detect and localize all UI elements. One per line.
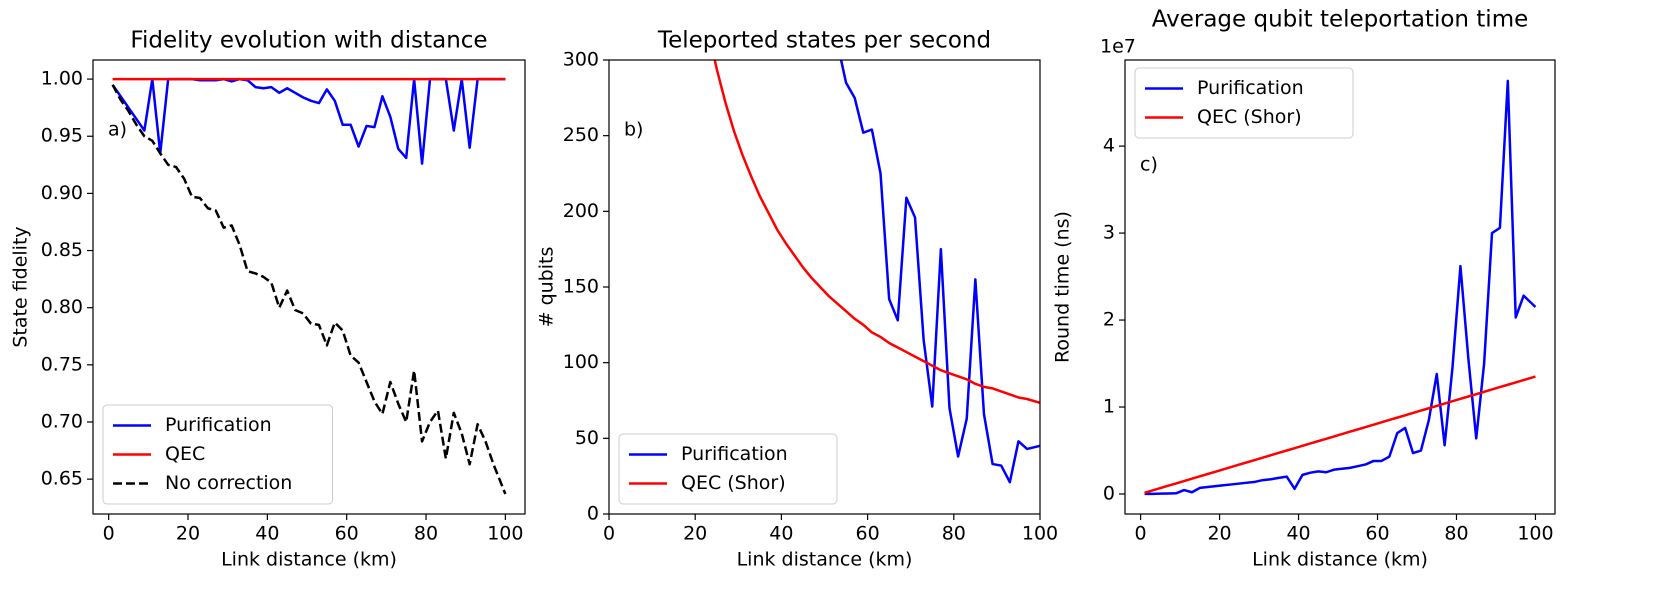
y-tick-label: 0.65: [41, 468, 83, 490]
x-tick-label: 20: [176, 523, 200, 545]
x-axis-label: Link distance (km): [221, 549, 397, 571]
x-tick-label: 100: [1022, 523, 1058, 545]
x-tick-label: 80: [1444, 523, 1468, 545]
series-line: [713, 60, 1040, 404]
x-tick-label: 40: [769, 523, 793, 545]
x-axis-label: Link distance (km): [737, 549, 913, 571]
y-tick-label: 50: [575, 427, 599, 449]
legend-label: No correction: [165, 472, 292, 494]
y-axis-label: Round time (ns): [1052, 211, 1074, 363]
y-tick-label: 150: [563, 276, 599, 298]
x-tick-label: 40: [1286, 523, 1310, 545]
series-line: [111, 77, 506, 165]
legend-box: [1134, 67, 1354, 139]
y-tick-label: 0: [1103, 482, 1115, 504]
y-tick-label: 0.85: [41, 239, 83, 261]
chart-title: Teleported states per second: [657, 28, 991, 54]
x-tick-label: 60: [856, 523, 880, 545]
legend-box: [102, 404, 333, 505]
legend-label: QEC (Shor): [1197, 106, 1302, 128]
plot-area: [713, 60, 1040, 484]
legend-label: Purification: [681, 443, 788, 465]
legend-label: Purification: [1197, 77, 1304, 99]
y-tick-label: 1: [1103, 396, 1115, 418]
y-tick-label: 0: [587, 503, 599, 525]
chart-title: Fidelity evolution with distance: [130, 28, 487, 54]
series-line: [1144, 375, 1536, 494]
x-tick-label: 0: [1135, 523, 1147, 545]
y-tick-label: 300: [563, 49, 599, 71]
x-tick-label: 40: [255, 523, 279, 545]
series-line: [111, 84, 507, 495]
y-tick-label: 2: [1103, 309, 1115, 331]
axes-frame: [92, 59, 526, 515]
plot-area: [1144, 79, 1537, 496]
plot-area: [111, 77, 507, 495]
y-tick-label: 0.70: [41, 410, 83, 432]
x-tick-label: 80: [942, 523, 966, 545]
y-tick-label: 0.75: [41, 353, 83, 375]
y-tick-label: 1.00: [41, 68, 83, 90]
y-axis-label: # qubits: [536, 247, 558, 328]
annotation: a): [108, 119, 127, 141]
x-axis-label: Link distance (km): [1252, 549, 1428, 571]
x-tick-label: 0: [603, 523, 615, 545]
x-tick-label: 60: [335, 523, 359, 545]
x-tick-label: 100: [487, 523, 523, 545]
y-tick-label: 3: [1103, 222, 1115, 244]
legend-label: QEC (Shor): [681, 472, 786, 494]
y-tick-label: 100: [563, 351, 599, 373]
legend-label: Purification: [165, 414, 272, 436]
legend-box: [618, 433, 838, 505]
offset-text: 1e7: [1100, 36, 1136, 58]
x-tick-label: 20: [683, 523, 707, 545]
y-tick-label: 0.95: [41, 125, 83, 147]
y-tick-label: 0.90: [41, 182, 83, 204]
x-tick-label: 20: [1207, 523, 1231, 545]
legend-label: QEC: [165, 443, 205, 465]
y-tick-label: 250: [563, 124, 599, 146]
annotation: c): [1140, 154, 1158, 176]
axes-frame: [1124, 59, 1556, 515]
series-line: [1144, 79, 1537, 496]
annotation: b): [624, 119, 643, 141]
y-tick-label: 200: [563, 200, 599, 222]
x-tick-label: 0: [103, 523, 115, 545]
x-tick-label: 100: [1517, 523, 1553, 545]
x-tick-label: 60: [1365, 523, 1389, 545]
y-tick-label: 4: [1103, 135, 1115, 157]
y-tick-label: 0.80: [41, 296, 83, 318]
y-axis-label: State fidelity: [10, 226, 32, 347]
series-line: [839, 60, 1040, 484]
x-tick-label: 80: [414, 523, 438, 545]
chart-title: Average qubit teleportation time: [1152, 7, 1529, 33]
